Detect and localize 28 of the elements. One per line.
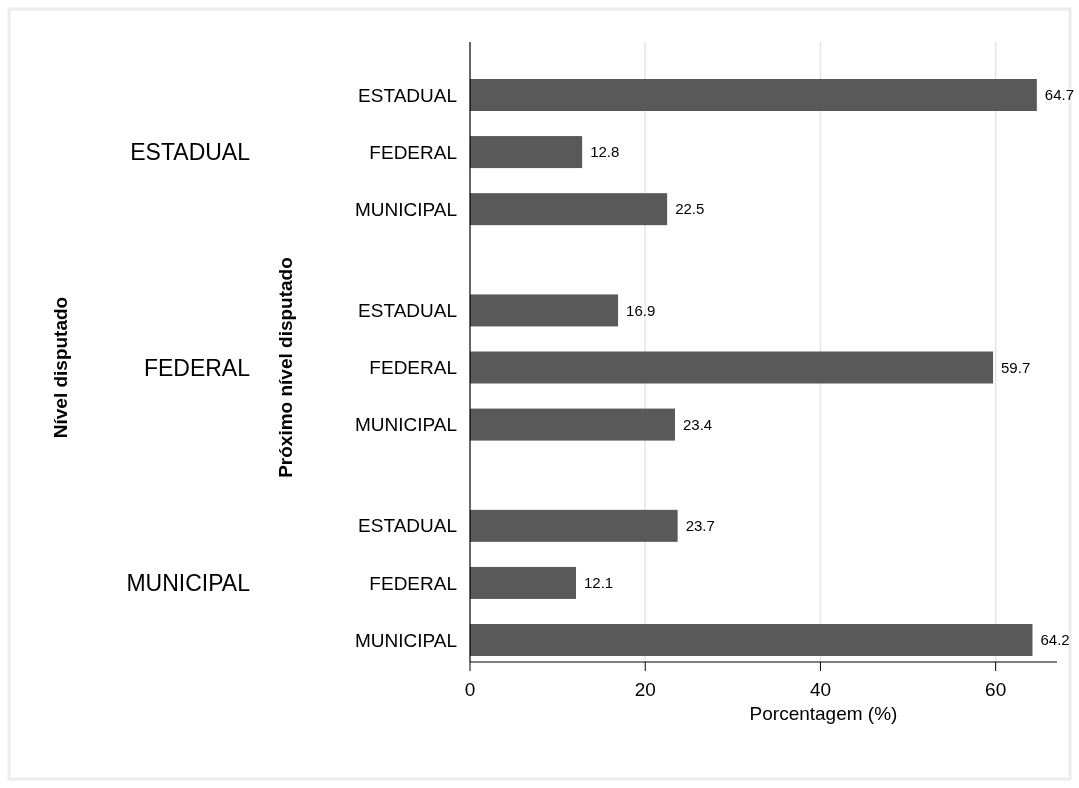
x-tick-label: 40 bbox=[809, 679, 832, 700]
data-label: 59.7 bbox=[1001, 358, 1031, 376]
text: MUNICIPAL bbox=[126, 569, 251, 596]
data-label: 16.9 bbox=[626, 301, 656, 319]
x-tick-label: 60 bbox=[985, 679, 1007, 700]
data-label: 64.7 bbox=[1044, 86, 1075, 104]
data-label: 22.5 bbox=[675, 200, 705, 218]
y-tick-label: FEDERAL bbox=[369, 572, 457, 594]
y-tick-label: ESTADUAL bbox=[358, 515, 457, 537]
y-tick-label: ESTADUAL bbox=[358, 84, 457, 106]
x-axis-title: Porcentagem (%) bbox=[749, 703, 898, 724]
x-tick-label: 0 bbox=[464, 679, 476, 700]
text: FEDERAL bbox=[143, 354, 251, 381]
data-label: 23.4 bbox=[683, 415, 713, 433]
text: Nível disputado bbox=[49, 296, 71, 439]
y-tick-label: MUNICIPAL bbox=[354, 414, 457, 436]
y-tick-label: ESTADUAL bbox=[358, 300, 457, 322]
y-tick-label: MUNICIPAL bbox=[354, 198, 457, 220]
x-tick-label: 20 bbox=[634, 679, 656, 700]
data-label: 64.2 bbox=[1040, 631, 1070, 649]
y-tick-label: MUNICIPAL bbox=[354, 629, 457, 651]
y-axis-title: Próximo nível disputado bbox=[274, 257, 296, 478]
y-tick-label: FEDERAL bbox=[369, 357, 457, 379]
data-label: 23.7 bbox=[685, 517, 715, 535]
text: ESTADUAL bbox=[130, 139, 251, 166]
data-label: 12.8 bbox=[590, 143, 620, 161]
data-label: 12.1 bbox=[584, 574, 614, 592]
y-tick-label: FEDERAL bbox=[369, 141, 457, 163]
